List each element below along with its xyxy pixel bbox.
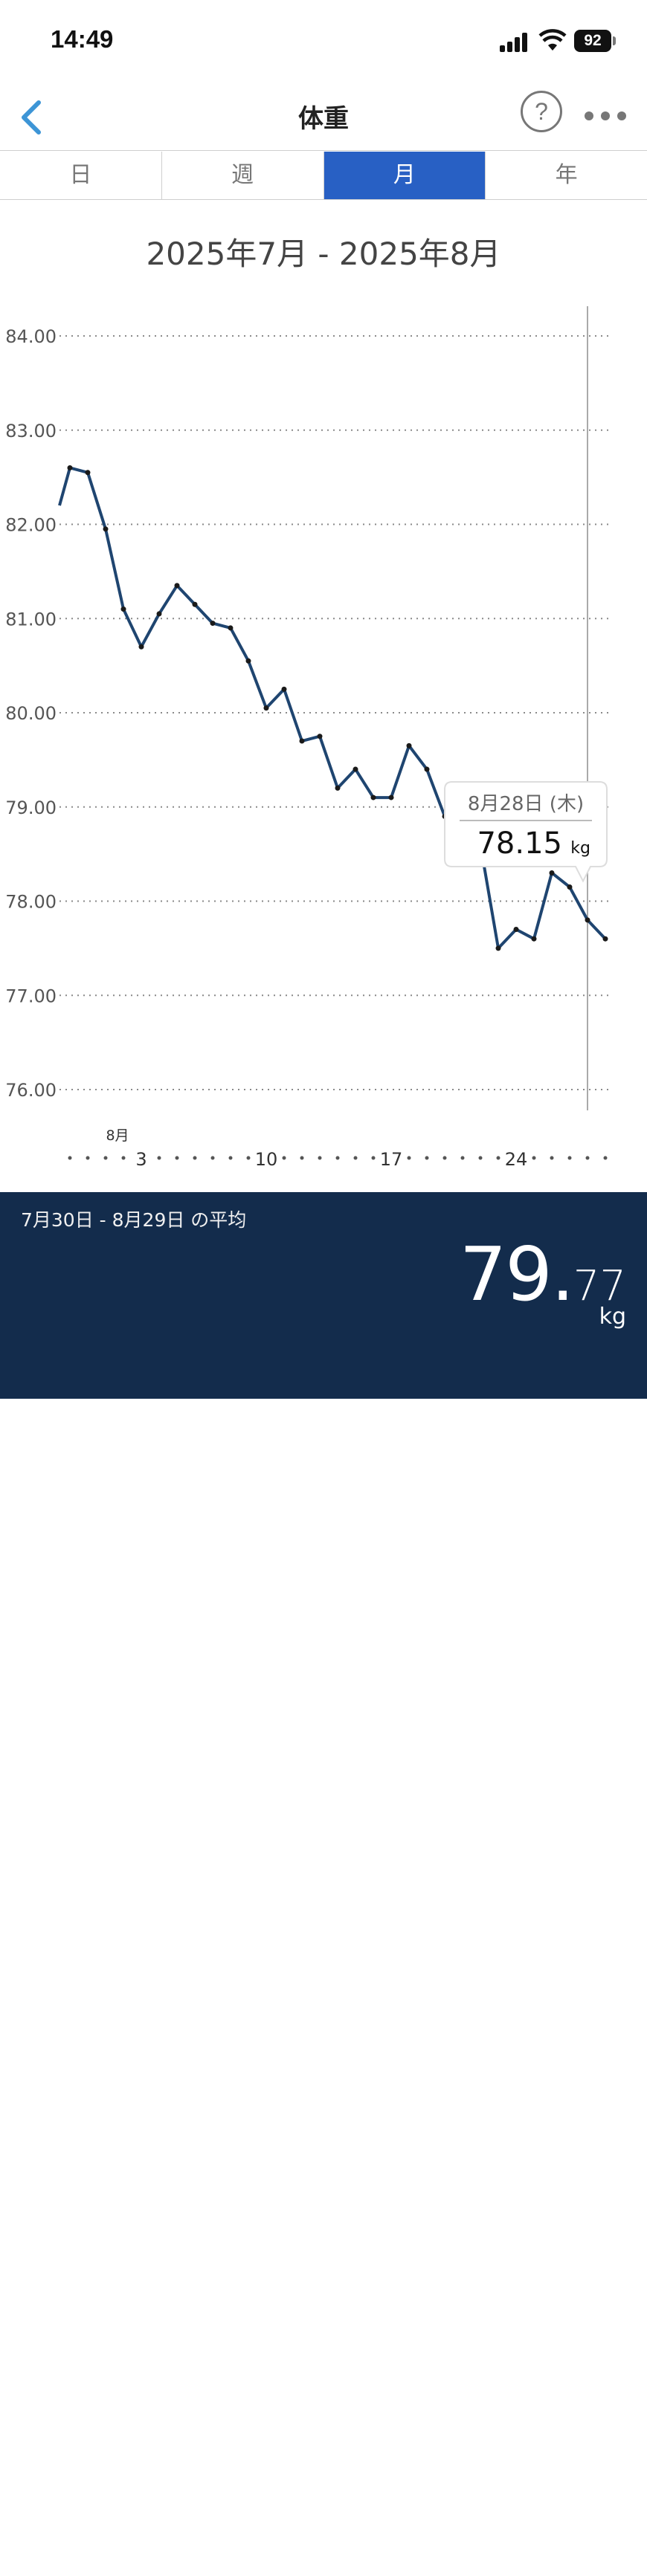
data-point (103, 526, 109, 532)
y-tick-label: 78.00 (5, 892, 57, 913)
x-tick-label: 24 (505, 1149, 528, 1170)
x-axis-dot (585, 1156, 590, 1160)
y-tick-label: 79.00 (5, 797, 57, 818)
data-point (513, 927, 519, 933)
average-unit: kg (599, 1304, 626, 1330)
x-axis-dot (175, 1156, 179, 1160)
x-axis-dot (121, 1156, 126, 1160)
y-tick-label: 82.00 (5, 515, 57, 536)
y-tick-label: 83.00 (5, 421, 57, 441)
average-value-decimal: 77 (573, 1262, 626, 1310)
data-point (263, 705, 269, 711)
data-point (406, 742, 412, 748)
data-point (138, 644, 144, 650)
data-point (549, 870, 555, 876)
x-axis-dot (567, 1156, 572, 1160)
help-icon[interactable]: ? (521, 91, 562, 132)
x-axis-dot (425, 1156, 429, 1160)
x-axis-dot (246, 1156, 251, 1160)
data-point (120, 606, 126, 612)
x-tick-label: 3 (135, 1149, 147, 1170)
data-point (85, 470, 91, 476)
y-tick-label: 77.00 (5, 986, 57, 1006)
status-bar: 14:49 92 (0, 0, 647, 82)
y-tick-label: 84.00 (5, 326, 57, 347)
data-point (245, 658, 251, 664)
tab-year[interactable]: 年 (555, 162, 578, 188)
data-point (192, 601, 198, 607)
x-axis-dot (318, 1156, 322, 1160)
x-axis-dot (460, 1156, 465, 1160)
x-axis-dot (193, 1156, 197, 1160)
nav-bar: 体重 ? (0, 82, 647, 151)
x-axis-dot (442, 1156, 447, 1160)
data-point (67, 465, 73, 470)
battery-tip (613, 36, 616, 45)
y-tick-label: 81.00 (5, 609, 57, 630)
data-point (531, 936, 537, 942)
y-tick-label: 76.00 (5, 1080, 57, 1101)
x-axis-dot (300, 1156, 304, 1160)
data-point (370, 795, 376, 800)
status-time: 14:49 (51, 25, 114, 53)
x-axis-dot (532, 1156, 536, 1160)
data-point (495, 945, 501, 951)
x-axis-dot (478, 1156, 483, 1160)
tooltip-date: 8月28日 (木) (468, 793, 584, 815)
average-value: 79.77 (460, 1231, 626, 1318)
data-point (156, 611, 162, 617)
battery-icon: 92 (574, 30, 611, 52)
tab-month[interactable]: 月 (324, 152, 486, 199)
x-axis-dot (496, 1156, 500, 1160)
data-point (299, 738, 305, 744)
data-point (424, 766, 430, 772)
back-chevron-icon[interactable] (13, 92, 51, 140)
x-tick-label: 10 (255, 1149, 278, 1170)
wifi-icon (538, 29, 567, 51)
data-point (210, 621, 216, 627)
x-axis-dot (371, 1156, 376, 1160)
data-point (388, 795, 394, 800)
x-axis-dot (550, 1156, 554, 1160)
x-axis-dot (86, 1156, 90, 1160)
x-axis-dot (407, 1156, 411, 1160)
data-point (353, 766, 358, 772)
data-point (567, 884, 573, 890)
more-options-icon[interactable] (580, 97, 632, 134)
cellular-signal-icon (500, 31, 529, 52)
tooltip-value: 78.15 (477, 826, 562, 861)
x-axis-dot (210, 1156, 215, 1160)
x-axis-dot (603, 1156, 608, 1160)
average-value-integer: 79. (459, 1231, 575, 1318)
x-axis-dot (353, 1156, 358, 1160)
weight-line-chart[interactable]: 76.00 77.00 78.00 79.00 80.00 81.00 82.00 83.00… (0, 297, 647, 1189)
data-point (585, 917, 590, 923)
y-tick-label: 80.00 (5, 703, 57, 724)
page-title: 体重 (298, 104, 349, 134)
x-axis-dot (228, 1156, 233, 1160)
tooltip-unit: kg (570, 839, 590, 858)
data-point (174, 583, 180, 589)
period-tabs: 日 週 月 年 (0, 152, 647, 200)
x-axis-dot (335, 1156, 340, 1160)
x-tick-label: 17 (380, 1149, 403, 1170)
data-point (317, 734, 323, 740)
weight-series-line (58, 466, 607, 950)
data-point (602, 936, 608, 942)
data-point (228, 625, 234, 631)
selection-tooltip (444, 781, 608, 883)
x-axis-dot (103, 1156, 108, 1160)
data-point (335, 785, 341, 791)
data-point (281, 686, 287, 692)
home-indicator (208, 2569, 439, 2576)
tab-week[interactable]: 週 (162, 152, 324, 199)
x-axis-dot (282, 1156, 286, 1160)
x-axis-dot (68, 1156, 72, 1160)
x-axis-dot (157, 1156, 161, 1160)
tab-day[interactable]: 日 (0, 152, 162, 199)
date-range-title: 2025年7月 - 2025年8月 (146, 236, 501, 272)
month-marker-label: 8月 (106, 1127, 129, 1144)
average-summary-panel: 7月30日 - 8月29日 の平均 79.77 kg (0, 1192, 647, 2576)
average-period-label: 7月30日 - 8月29日 の平均 (21, 1209, 247, 1231)
